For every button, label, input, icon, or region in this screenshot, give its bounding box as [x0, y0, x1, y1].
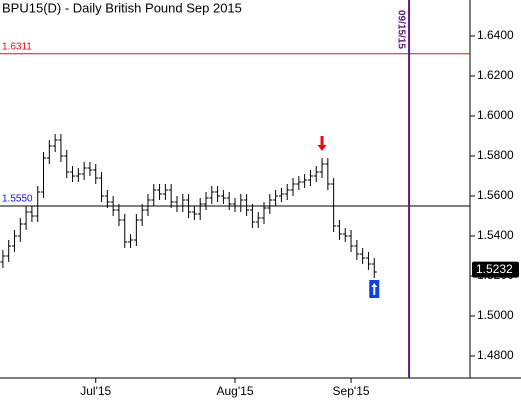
- date-label: 09/15/15: [395, 10, 406, 49]
- signal-arrow-down: [317, 136, 327, 151]
- y-tick-label: 1.6400: [477, 28, 514, 42]
- last-price-label: 1.5232: [476, 262, 513, 276]
- last-price-box: [472, 261, 519, 278]
- x-tick-label: Sep'15: [333, 384, 370, 398]
- y-tick-label: 1.5600: [477, 188, 514, 202]
- x-tick-label: Jul'15: [80, 384, 111, 398]
- chart-title: BPU15(D) - Daily British Pound Sep 2015: [2, 0, 242, 15]
- signal-arrow-up: [371, 283, 378, 295]
- y-tick-label: 1.6200: [477, 68, 514, 82]
- y-tick-label: 1.5400: [477, 228, 514, 242]
- y-tick-label: 1.5000: [477, 308, 514, 322]
- y-tick-label: 1.5800: [477, 148, 514, 162]
- x-tick-label: Aug'15: [217, 384, 254, 398]
- y-tick-label: 1.4800: [477, 348, 514, 362]
- y-tick-label: 1.6000: [477, 108, 514, 122]
- level-label: 1.6311: [2, 41, 32, 52]
- level-label: 1.5550: [2, 194, 33, 205]
